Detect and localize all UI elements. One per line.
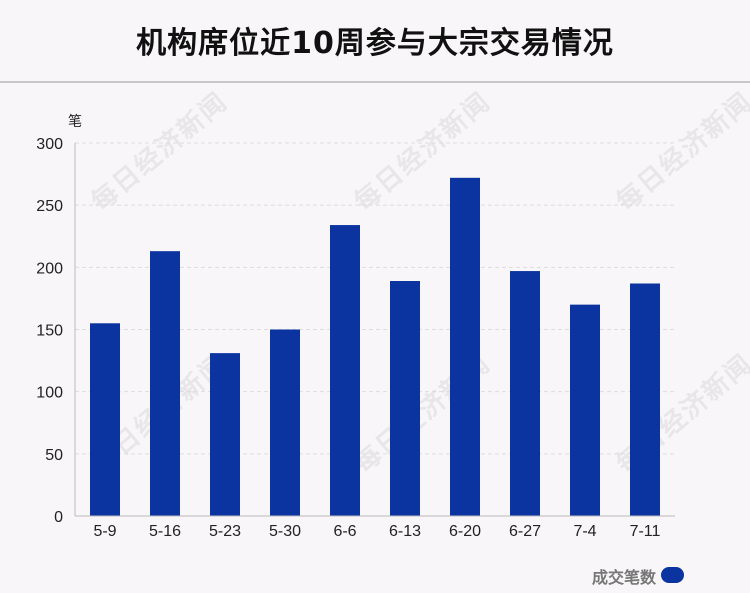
x-tick-label: 5-30 [269,523,301,540]
bar [510,271,540,516]
bar [570,304,600,516]
bars [90,177,660,517]
y-tick-label: 150 [36,323,63,340]
bar [150,251,180,517]
y-tick-label: 0 [54,509,63,526]
y-tick-label: 200 [36,260,63,277]
x-tick-label: 6-27 [509,523,541,540]
x-tick-label: 6-6 [333,523,356,540]
y-tick-label: 100 [36,385,63,402]
x-tick-label: 7-4 [573,523,596,540]
axes [74,143,675,517]
chart-title: 机构席位近10周参与大宗交易情况 [136,26,614,61]
bar [90,323,120,516]
bar [450,177,480,516]
x-tick-label: 6-13 [389,523,421,540]
y-tick-label: 50 [45,447,63,464]
bar [330,225,360,516]
title-divider [0,81,750,83]
axis-labels: 0 50 100 150 200 250 300 笔 5-9 5-16 5-23 5-30 6-6 6-1… [36,114,660,540]
x-tick-label: 5-23 [209,523,241,540]
bar [270,329,300,516]
y-tick-label: 300 [36,136,63,153]
y-tick-label: 250 [36,198,63,215]
bar [630,283,660,516]
bar [390,281,420,516]
x-tick-label: 5-9 [93,523,116,540]
x-tick-label: 5-16 [149,523,181,540]
y-axis-unit: 笔 [68,114,82,130]
legend-swatch [661,567,684,583]
x-tick-label: 6-20 [449,523,481,540]
x-tick-label: 7-11 [630,523,661,540]
legend-label: 成交笔数 [592,568,657,587]
bar [210,353,240,516]
